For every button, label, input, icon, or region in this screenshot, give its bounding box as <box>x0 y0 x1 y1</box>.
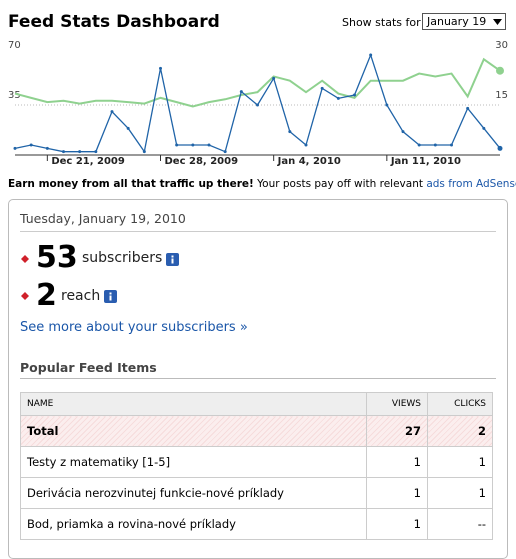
point <box>175 143 179 147</box>
item-name: Bod, priamka a rovina-nové príklady <box>20 508 367 540</box>
clicks: 2 <box>427 415 493 447</box>
point <box>353 93 356 97</box>
point <box>191 143 195 147</box>
plot-area <box>15 49 500 155</box>
divider <box>20 231 496 232</box>
point <box>336 96 340 100</box>
note-text: Your posts pay off with relevant <box>257 178 423 190</box>
item-row: Bod, priamka a rovina-nové príklady 1 -- <box>20 508 493 540</box>
point <box>288 130 292 134</box>
header-row: NAME VIEWS CLICKS <box>20 392 493 416</box>
column-header: NAME <box>20 392 367 416</box>
chart: 35 70 15 30 Dec 21, 2009 Dec 28, 2009 Jan 4, 2… <box>8 40 508 167</box>
divider <box>20 378 496 379</box>
point <box>304 143 308 147</box>
point <box>110 110 114 114</box>
point <box>385 103 389 107</box>
item-row: Derivácia nerozvinutej funkcie-nové prík… <box>20 477 493 509</box>
popular-table: NAME VIEWS CLICKS Total 27 2 Testy z matematik… <box>20 392 493 540</box>
point <box>142 150 146 154</box>
date-select[interactable]: January 19 <box>422 13 506 30</box>
point <box>239 90 243 94</box>
selected-date: January 19 <box>427 15 487 28</box>
x-tick-label: Jan 4, 2010 <box>277 156 341 167</box>
x-tick-label: Jan 11, 2010 <box>390 156 461 167</box>
subscriber-count: 53 <box>36 240 78 275</box>
bullet <box>21 255 29 263</box>
item-name: Derivácia nerozvinutej funkcie-nové prík… <box>20 477 367 509</box>
popular-title: Popular Feed Items <box>20 360 157 375</box>
note-bold: Earn money from all that traffic up ther… <box>8 178 254 190</box>
point <box>94 150 98 154</box>
item-name: Total <box>20 415 367 447</box>
point <box>450 143 453 147</box>
info-icon[interactable] <box>166 253 179 266</box>
point <box>369 53 373 57</box>
reach-label: reach <box>61 288 101 304</box>
panel-date: Tuesday, January 19, 2010 <box>20 211 186 226</box>
y2-tick-label: 30 <box>495 40 508 51</box>
y-tick-label: 35 <box>8 90 21 101</box>
page-title: Feed Stats Dashboard <box>8 12 220 32</box>
item-name: Testy z matematiky [1-5] <box>20 446 367 478</box>
point <box>256 103 259 107</box>
adsense-note: Earn money from all that traffic up ther… <box>8 178 516 190</box>
show-stats-label: Show stats for <box>342 16 421 29</box>
subscribers-link[interactable]: See more about your subscribers » <box>20 320 248 335</box>
point <box>29 143 33 147</box>
point <box>62 150 65 154</box>
point <box>466 106 470 110</box>
point <box>482 126 486 130</box>
y-tick-label: 70 <box>8 40 21 51</box>
point <box>272 76 276 80</box>
total-row: Total 27 2 <box>20 415 493 447</box>
info-icon[interactable] <box>104 290 117 303</box>
dropdown-arrow <box>493 19 502 25</box>
point <box>417 143 421 147</box>
point <box>45 146 49 150</box>
point <box>223 150 227 154</box>
end-point <box>497 145 503 151</box>
views: 27 <box>366 415 428 447</box>
clicks: -- <box>427 508 493 540</box>
y2-tick-label: 15 <box>495 90 508 101</box>
x-tick-label: Dec 28, 2009 <box>165 156 239 167</box>
clicks: 1 <box>427 477 493 509</box>
subscriber-label: subscribers <box>82 250 163 266</box>
point <box>320 86 324 90</box>
point <box>13 146 17 150</box>
adsense-link[interactable]: ads from AdSense <box>426 178 516 190</box>
point <box>78 150 82 154</box>
views: 1 <box>366 508 428 540</box>
point <box>126 126 130 130</box>
end-point <box>496 66 504 75</box>
series-line <box>14 57 501 108</box>
point <box>159 66 162 70</box>
x-tick-label: Dec 21, 2009 <box>51 156 125 167</box>
point <box>207 143 211 147</box>
point <box>401 130 405 134</box>
views: 1 <box>366 446 428 478</box>
column-header: VIEWS <box>366 392 428 416</box>
views: 1 <box>366 477 428 509</box>
column-header: CLICKS <box>427 392 493 416</box>
reach-count: 2 <box>36 278 57 313</box>
point <box>433 143 437 147</box>
item-row: Testy z matematiky [1-5] 1 1 <box>20 446 493 478</box>
clicks: 1 <box>427 446 493 478</box>
bullet <box>21 292 29 300</box>
